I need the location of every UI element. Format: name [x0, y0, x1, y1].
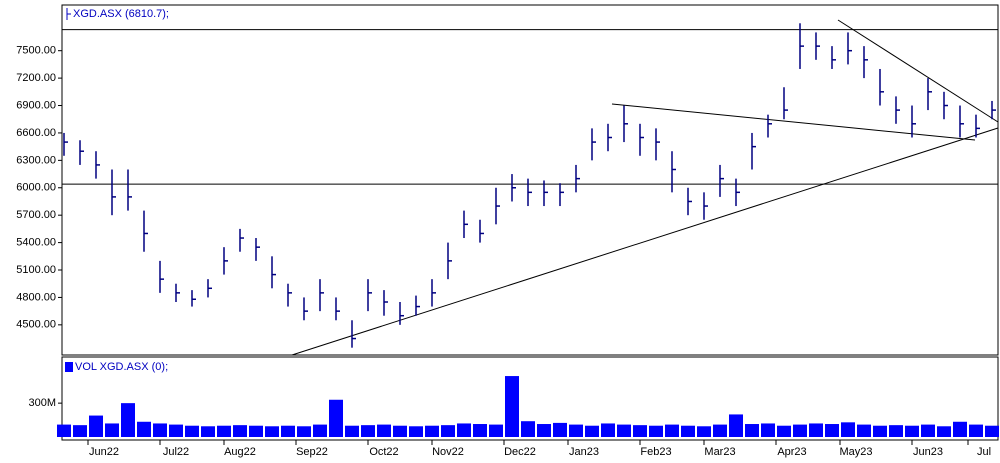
volume-bar: [297, 426, 311, 437]
y-tick-label: 7200.00: [16, 72, 56, 84]
volume-bar: [89, 415, 103, 437]
volume-bar: [121, 403, 135, 437]
x-tick-label: Jul: [977, 446, 991, 458]
volume-bar: [937, 426, 951, 437]
volume-bar: [73, 425, 87, 437]
volume-bar: [105, 423, 119, 437]
y-tick-label: 6900.00: [16, 99, 56, 111]
volume-bar: [633, 425, 647, 437]
volume-bar: [585, 425, 599, 437]
volume-bar: [521, 421, 535, 437]
y-tick-label: 300M: [28, 397, 56, 409]
volume-bar: [505, 376, 519, 437]
volume-bar: [553, 422, 567, 437]
y-tick-label: 5700.00: [16, 209, 56, 221]
volume-bar: [345, 425, 359, 437]
volume-bar: [137, 421, 151, 437]
volume-bar: [393, 425, 407, 437]
volume-bar: [921, 424, 935, 437]
volume-bar: [201, 426, 215, 437]
y-tick-label: 4800.00: [16, 291, 56, 303]
y-tick-label: 6300.00: [16, 154, 56, 166]
volume-bar: [217, 425, 231, 437]
x-tick-label: Aug22: [224, 446, 256, 458]
x-tick-label: Mar23: [704, 446, 735, 458]
volume-bar: [153, 423, 167, 437]
volume-bar: [473, 424, 487, 437]
y-tick-label: 5100.00: [16, 264, 56, 276]
volume-bar: [713, 424, 727, 437]
price-panel: [61, 4, 999, 356]
volume-bar: [745, 424, 759, 437]
volume-bar: [761, 423, 775, 437]
volume-bar: [825, 424, 839, 437]
volume-bar: [313, 424, 327, 437]
volume-bar: [361, 425, 375, 437]
volume-bar: [441, 425, 455, 437]
volume-bar: [57, 424, 71, 437]
volume-bar: [425, 425, 439, 437]
volume-bar: [169, 424, 183, 437]
volume-bar: [777, 425, 791, 437]
x-tick-label: Dec22: [504, 446, 536, 458]
x-tick-label: Oct22: [369, 446, 398, 458]
volume-bar: [617, 424, 631, 437]
y-tick-label: 6000.00: [16, 182, 56, 194]
x-tick-label: May23: [839, 446, 872, 458]
volume-bar: [265, 426, 279, 437]
volume-bar: [905, 425, 919, 437]
volume-bar: [537, 424, 551, 437]
x-tick-label: Apr23: [777, 446, 806, 458]
trend-line: [291, 127, 999, 356]
volume-bar: [457, 423, 471, 437]
price-title: XGD.ASX (6810.7);: [73, 8, 169, 20]
y-tick-label: 4500.00: [16, 319, 56, 331]
volume-bar: [649, 425, 663, 437]
trend-line: [837, 19, 999, 123]
x-tick-label: Feb23: [640, 446, 671, 458]
volume-bar: [281, 425, 295, 437]
volume-bar: [729, 414, 743, 437]
volume-bar: [953, 421, 967, 437]
y-tick-label: 5400.00: [16, 237, 56, 249]
x-tick-label: Jun23: [913, 446, 943, 458]
y-tick-label: 7500.00: [16, 45, 56, 57]
volume-bar: [185, 425, 199, 437]
x-tick-label: Nov22: [432, 446, 464, 458]
x-tick-label: Sep22: [296, 446, 328, 458]
volume-title: VOL XGD.ASX (0);: [75, 361, 168, 373]
x-tick-label: Jul22: [163, 446, 189, 458]
legend-swatch: [65, 362, 73, 372]
volume-bar: [409, 426, 423, 437]
volume-bar: [969, 424, 983, 437]
volume-bar: [665, 424, 679, 437]
volume-bar: [681, 425, 695, 437]
price-legend: XGD.ASX (6810.7);: [66, 8, 169, 20]
x-tick-label: Jun22: [89, 446, 119, 458]
volume-bar: [841, 422, 855, 437]
volume-bar: [889, 425, 903, 437]
y-tick-label: 6600.00: [16, 127, 56, 139]
volume-bar: [985, 425, 999, 437]
trend-line: [611, 103, 976, 141]
volume-bar: [569, 424, 583, 437]
volume-bar: [329, 399, 343, 437]
volume-bar: [601, 423, 615, 437]
x-tick-label: Jan23: [569, 446, 599, 458]
volume-bar: [697, 426, 711, 437]
volume-bar: [809, 423, 823, 437]
volume-bar: [377, 424, 391, 437]
volume-bar: [793, 424, 807, 437]
volume-bar: [857, 424, 871, 437]
volume-bar: [489, 424, 503, 437]
volume-bar: [233, 425, 247, 437]
volume-bar: [249, 425, 263, 437]
volume-bar: [873, 425, 887, 437]
